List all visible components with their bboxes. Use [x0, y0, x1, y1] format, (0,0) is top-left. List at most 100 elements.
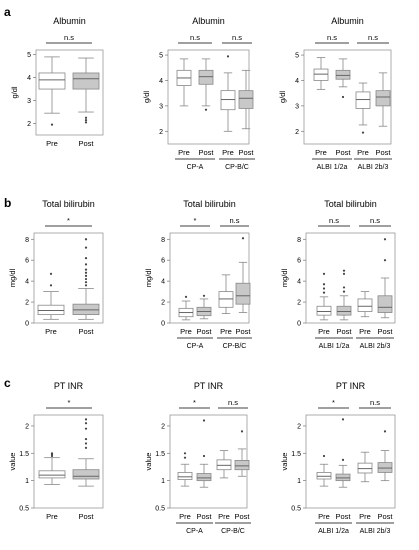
box-iqr [377, 462, 393, 473]
y-tick-label: 1 [25, 478, 29, 485]
y-tick-label: 6 [161, 258, 165, 265]
outlier-point [341, 458, 345, 461]
y-tick-label: 3 [295, 103, 299, 110]
y-axis-label: g/dl [10, 86, 19, 98]
outlier-point [49, 272, 53, 275]
category-label: Pre [318, 512, 330, 521]
significance-label: * [193, 398, 196, 407]
y-tick-label: 8 [297, 237, 301, 244]
box-iqr [238, 90, 254, 109]
category-label: Post [198, 148, 214, 157]
chart-title: PT INR [54, 381, 84, 391]
category-label: Post [375, 148, 391, 157]
group-label: ALBI 1/2a [318, 528, 349, 535]
chart-1: Albumin 2 3 4 5 g/dl Pre Post n.s [10, 16, 104, 148]
box-iqr [335, 473, 351, 482]
outlier-point [184, 295, 188, 298]
box-2 [336, 269, 352, 321]
category-label: Post [377, 327, 393, 336]
outlier-point [383, 238, 387, 241]
y-tick-label: 0.5 [155, 506, 165, 513]
chart-title: PT INR [194, 381, 224, 391]
y-tick-label: 4 [295, 78, 299, 85]
box-iqr [375, 90, 391, 107]
y-tick-label: 2 [295, 129, 299, 136]
y-tick-label: 6 [297, 258, 301, 265]
category-label: Pre [220, 327, 232, 336]
chart-title: PT INR [336, 381, 366, 391]
outlier-point [84, 238, 88, 241]
outlier-point [361, 131, 365, 134]
outlier-point [84, 263, 88, 266]
box-2 [72, 418, 100, 487]
category-label: Post [78, 139, 94, 148]
box-1 [38, 452, 66, 485]
box-iqr [72, 72, 100, 90]
group-label: ALBI 1/2a [317, 164, 348, 171]
box-3 [216, 450, 232, 479]
box-4 [238, 69, 254, 130]
y-tick-label: 3 [159, 103, 163, 110]
box-4 [377, 430, 393, 482]
group-label: ALBI 2b/3 [360, 343, 391, 350]
panel-label-b: b [4, 196, 11, 210]
box-iqr [377, 295, 393, 313]
box-iqr [235, 282, 251, 305]
outlier-point [50, 452, 54, 455]
group-label: CP-B/C [221, 528, 245, 535]
box-iqr [218, 291, 234, 308]
chart-8: PT INR 0.5 1 1.5 2 value Pre Post Pre Post CP-A CP-… [144, 381, 251, 535]
plot-frame [303, 49, 392, 145]
outlier-point [84, 284, 88, 287]
y-tick-label: 1.5 [155, 451, 165, 458]
outlier-point [84, 437, 88, 441]
box-3 [357, 291, 373, 318]
outlier-point [341, 95, 345, 99]
outlier-point [383, 430, 387, 433]
box-iqr [336, 305, 352, 316]
outlier-point [84, 257, 88, 260]
category-label: Post [78, 327, 94, 336]
outlier-point [202, 294, 206, 297]
significance-label: * [68, 398, 71, 407]
chart-7: PT INR 0.5 1 1.5 2 value Pre Post * [8, 381, 104, 521]
outlier-point [84, 427, 88, 430]
plot-frame [167, 49, 250, 145]
plot-frame [169, 232, 250, 324]
outlier-point [84, 418, 88, 421]
box-2 [196, 419, 212, 488]
category-label: Pre [315, 148, 327, 157]
box-2 [196, 294, 212, 320]
significance-label: n.s [229, 216, 239, 225]
y-axis-label: mg/dl [144, 268, 153, 287]
y-tick-label: 4 [27, 75, 31, 82]
y-tick-label: 8 [25, 237, 29, 244]
outlier-point [342, 272, 346, 275]
y-tick-label: 0.5 [291, 506, 301, 513]
outlier-point [342, 286, 346, 289]
chart-title: Total bilirubin [42, 199, 95, 209]
category-label: Pre [46, 512, 58, 521]
box-iqr [38, 470, 66, 479]
box-1 [178, 295, 194, 321]
box-1 [37, 272, 65, 320]
significance-label: n.s [232, 33, 242, 42]
y-tick-label: 8 [161, 237, 165, 244]
significance-label: n.s [327, 33, 337, 42]
significance-label: n.s [228, 398, 238, 407]
group-label: CP-A [187, 164, 204, 171]
outlier-point [84, 268, 88, 271]
box-iqr [316, 472, 332, 480]
y-axis-label: mg/dl [280, 268, 289, 287]
panel-label-a: a [4, 5, 11, 19]
y-tick-label: 2 [297, 300, 301, 307]
plot-frame [305, 414, 396, 509]
y-axis-label: value [144, 453, 153, 471]
group-label: ALBI 1/2a [319, 343, 350, 350]
y-axis-label: g/dl [142, 91, 151, 103]
y-tick-label: 4 [25, 279, 29, 286]
y-tick-label: 1.5 [19, 451, 29, 458]
outlier-point [341, 418, 345, 421]
outlier-point [183, 456, 187, 459]
